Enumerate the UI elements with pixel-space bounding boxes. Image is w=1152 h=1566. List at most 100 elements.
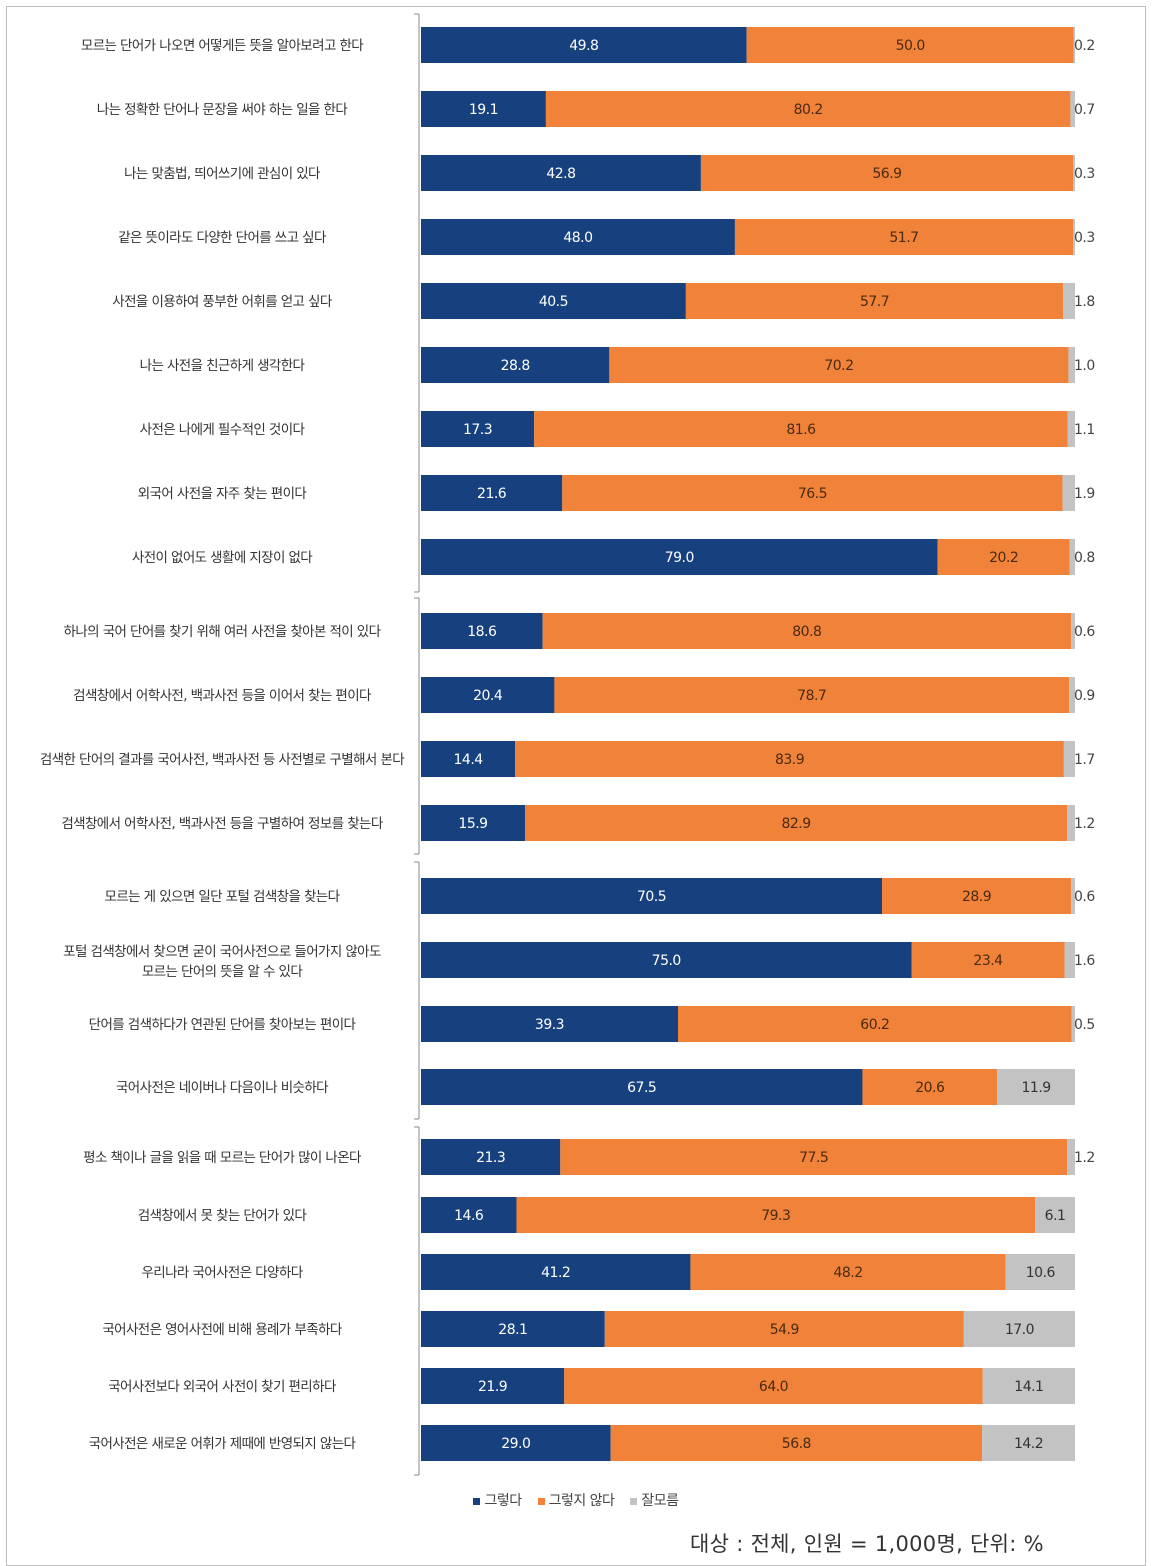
value-label-yes: 79.0 <box>665 550 694 566</box>
bar-segment-yes <box>421 91 546 127</box>
category-label: 평소 책이나 글을 읽을 때 모르는 단어가 많이 나온다 <box>83 1150 362 1166</box>
value-label-unknown: 14.2 <box>1014 1436 1043 1452</box>
value-label-yes: 17.3 <box>463 422 492 438</box>
value-label-yes: 15.9 <box>458 816 487 832</box>
bar-segment-unknown <box>963 1311 1075 1347</box>
value-label-unknown: 1.8 <box>1074 294 1095 310</box>
value-label-unknown: 11.9 <box>1022 1080 1051 1096</box>
bar-segment-no <box>911 942 1065 978</box>
value-label-yes: 28.8 <box>501 358 530 374</box>
bar-segment-unknown <box>1064 942 1075 978</box>
category-label: 검색한 단어의 결과를 국어사전, 백과사전 등 사전별로 구별해서 본다 <box>40 752 405 768</box>
bar-segment-yes <box>421 1254 691 1290</box>
bar-segment-yes <box>421 1139 561 1175</box>
bar-segment-yes <box>421 741 516 777</box>
value-label-yes: 48.0 <box>563 230 592 246</box>
category-label: 외국어 사전을 자주 찾는 편이다 <box>138 486 308 502</box>
bar-segment-unknown <box>1068 347 1075 383</box>
legend-label-yes: 그렇다 <box>484 1493 522 1509</box>
bar-segment-yes <box>421 677 555 713</box>
value-label-no: 83.9 <box>775 752 804 768</box>
bar-segment-unknown <box>1063 741 1075 777</box>
value-label-no: 78.7 <box>797 688 826 704</box>
value-label-unknown: 1.6 <box>1074 953 1095 969</box>
legend-label-no: 그렇지 않다 <box>548 1493 615 1509</box>
value-label-no: 77.5 <box>799 1150 828 1166</box>
bar-segment-yes <box>421 1311 605 1347</box>
bar-segment-unknown <box>1005 1254 1075 1290</box>
value-label-no: 20.6 <box>915 1080 945 1096</box>
value-label-yes: 14.6 <box>454 1208 484 1224</box>
bar-segment-no <box>560 1139 1068 1175</box>
bar-segment-yes <box>421 347 610 383</box>
bar-segment-no <box>700 155 1074 191</box>
legend-swatch-yes <box>473 1497 481 1505</box>
value-label-no: 64.0 <box>759 1379 788 1395</box>
value-label-no: 79.3 <box>761 1208 790 1224</box>
bar-segment-yes <box>421 613 543 649</box>
value-label-yes: 21.6 <box>477 486 507 502</box>
category-label: 사전이 없어도 생활에 지장이 없다 <box>132 550 313 566</box>
footnote: 대상 : 전체, 인원 = 1,000명, 단위: % <box>690 1532 1044 1556</box>
value-label-unknown: 0.7 <box>1074 102 1095 118</box>
bar-segment-unknown <box>1071 1006 1075 1042</box>
bar-segment-yes <box>421 1006 679 1042</box>
bar-segment-no <box>564 1368 983 1404</box>
bar-segment-yes <box>421 942 912 978</box>
bar-segment-no <box>524 805 1068 841</box>
category-label: 포털 검색창에서 찾으면 굳이 국어사전으로 들어가지 않아도 모르는 단어의 뜻… <box>63 944 381 980</box>
value-label-yes: 42.8 <box>546 166 575 182</box>
bar-segment-no <box>937 539 1070 575</box>
value-label-no: 54.9 <box>770 1322 799 1338</box>
bar-segment-no <box>882 878 1072 914</box>
value-label-unknown: 6.1 <box>1045 1208 1066 1224</box>
bar-segment-unknown <box>982 1425 1075 1461</box>
category-label: 국어사전은 영어사전에 비해 용례가 부족하다 <box>102 1322 343 1338</box>
bar-segment-no <box>610 1425 983 1461</box>
legend-item-unknown: 잘모름 <box>630 1490 679 1510</box>
bar-segment-no <box>516 1197 1036 1233</box>
category-label: 검색창에서 못 찾는 단어가 있다 <box>138 1208 308 1224</box>
value-label-no: 80.2 <box>794 102 823 118</box>
value-label-unknown: 1.2 <box>1074 816 1095 832</box>
value-label-unknown: 0.5 <box>1074 1017 1095 1033</box>
value-label-unknown: 1.2 <box>1074 1150 1095 1166</box>
bar-segment-no <box>545 91 1071 127</box>
value-label-yes: 14.4 <box>454 752 484 768</box>
value-label-yes: 21.9 <box>478 1379 507 1395</box>
category-label: 사전을 이용하여 풍부한 어휘를 얻고 싶다 <box>112 294 333 310</box>
value-label-no: 80.8 <box>792 624 821 640</box>
value-label-yes: 67.5 <box>627 1080 656 1096</box>
value-label-no: 57.7 <box>860 294 889 310</box>
bar-segment-unknown <box>1069 539 1075 575</box>
value-label-yes: 19.1 <box>469 102 498 118</box>
value-label-unknown: 0.6 <box>1074 889 1095 905</box>
bar-segment-yes <box>421 1425 611 1461</box>
value-label-unknown: 0.3 <box>1074 166 1095 182</box>
legend-swatch-no <box>537 1497 545 1505</box>
category-label: 모르는 게 있으면 일단 포털 검색창을 찾는다 <box>105 889 341 905</box>
bar-segment-no <box>734 219 1074 255</box>
bar-segment-yes <box>421 805 525 841</box>
legend-swatch-unknown <box>630 1497 638 1505</box>
value-label-no: 56.9 <box>872 166 901 182</box>
value-label-no: 81.6 <box>786 422 816 438</box>
value-label-no: 50.0 <box>896 38 925 54</box>
value-label-no: 51.7 <box>889 230 918 246</box>
bar-segment-yes <box>421 1197 517 1233</box>
value-label-unknown: 1.1 <box>1074 422 1095 438</box>
value-label-unknown: 1.7 <box>1074 752 1095 768</box>
category-label: 나는 맞춤법, 띄어쓰기에 관심이 있다 <box>124 166 321 182</box>
value-label-no: 28.9 <box>962 889 991 905</box>
bar-segment-no <box>678 1006 1072 1042</box>
bar-segment-no <box>685 283 1064 319</box>
bar-segment-no <box>554 677 1070 713</box>
legend-item-yes: 그렇다 <box>473 1490 522 1510</box>
bar-segment-yes <box>421 411 535 447</box>
category-label: 우리나라 국어사전은 다양하다 <box>141 1265 303 1281</box>
value-label-yes: 40.5 <box>539 294 568 310</box>
category-label: 나는 사전을 친근하게 생각한다 <box>140 358 306 374</box>
value-label-yes: 49.8 <box>569 38 598 54</box>
legend-item-no: 그렇지 않다 <box>537 1490 615 1510</box>
bar-segment-yes <box>421 1368 565 1404</box>
